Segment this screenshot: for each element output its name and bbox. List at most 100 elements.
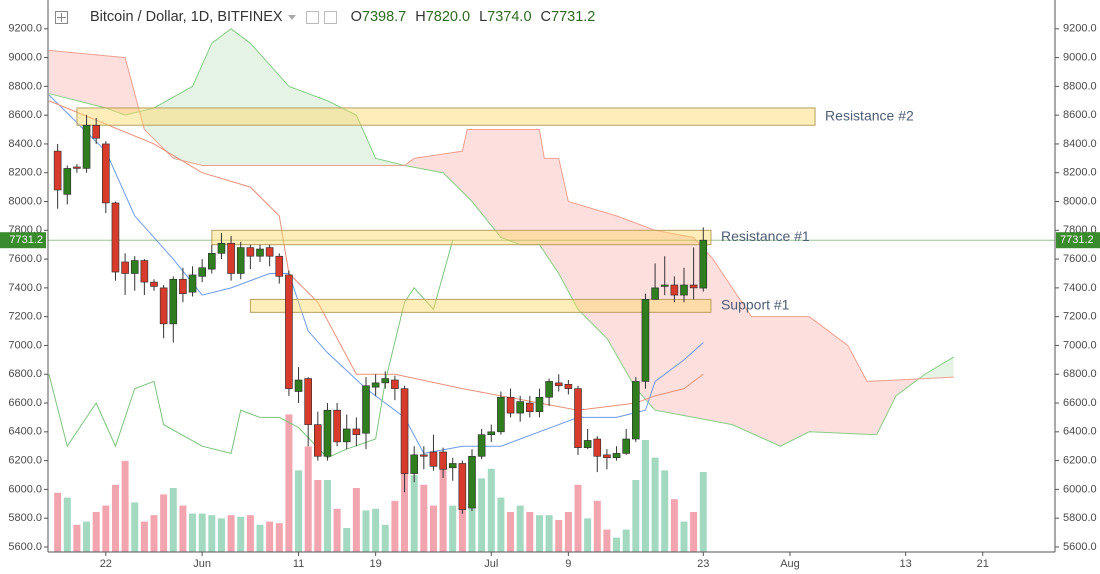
visibility-icon[interactable] bbox=[305, 10, 319, 24]
indicator-line bbox=[48, 100, 704, 411]
settings-icon[interactable] bbox=[323, 10, 337, 24]
y-tick-label: 7200.0 bbox=[1063, 311, 1097, 323]
candle-body bbox=[458, 463, 467, 510]
candle-body bbox=[256, 248, 264, 257]
candle-body bbox=[265, 247, 274, 257]
candle-body bbox=[92, 124, 100, 139]
candle-body bbox=[352, 428, 361, 435]
candle-body bbox=[574, 388, 582, 448]
volume-bar bbox=[420, 484, 428, 552]
volume-bar bbox=[150, 515, 158, 552]
ohlc-value: 7820.0 bbox=[425, 9, 471, 25]
candle-body bbox=[53, 150, 62, 191]
indicator-line bbox=[48, 94, 704, 454]
candle-body bbox=[371, 382, 380, 388]
volume-bar bbox=[564, 512, 572, 552]
candle-body bbox=[699, 239, 708, 289]
volume-bar bbox=[352, 488, 360, 552]
x-tick-label: 13 bbox=[900, 558, 912, 570]
volume-bar bbox=[516, 505, 524, 552]
y-tick-label: 8800.0 bbox=[1063, 80, 1097, 92]
volume-bar bbox=[613, 537, 621, 552]
volume-bar bbox=[526, 512, 534, 552]
last-price-label: 7731.2 bbox=[1060, 234, 1094, 246]
volume-bar bbox=[256, 524, 264, 552]
y-tick-label: 7000.0 bbox=[8, 339, 42, 351]
volume-bar bbox=[275, 523, 283, 552]
y-tick-label: 8000.0 bbox=[1063, 195, 1097, 207]
candle-body bbox=[545, 381, 553, 398]
volume-bar bbox=[160, 494, 168, 552]
x-tick-label: 22 bbox=[100, 558, 112, 570]
dropdown-arrow[interactable] bbox=[287, 14, 296, 20]
candle-body bbox=[420, 454, 428, 457]
candle-body bbox=[73, 166, 81, 169]
span-a-line bbox=[48, 28, 955, 447]
candle-body bbox=[140, 260, 149, 283]
annotation-box bbox=[249, 298, 712, 313]
candle-body bbox=[391, 379, 399, 389]
candle-body bbox=[526, 402, 534, 412]
volume-bar bbox=[449, 505, 457, 552]
candle-body bbox=[285, 274, 293, 389]
ohlc-key: L bbox=[479, 9, 488, 25]
candle-body bbox=[622, 438, 630, 454]
candle-body bbox=[564, 384, 573, 389]
volume-bar bbox=[266, 521, 274, 552]
x-tick-label: Jun bbox=[193, 558, 211, 570]
volume-bar bbox=[507, 512, 515, 552]
candle-body bbox=[689, 284, 698, 289]
volume-bar bbox=[198, 513, 206, 552]
candle-body bbox=[516, 401, 524, 414]
y-tick-label: 8600.0 bbox=[8, 109, 42, 121]
volume-bar bbox=[169, 488, 177, 552]
volume-bar bbox=[63, 497, 71, 552]
x-tick-label: Aug bbox=[780, 558, 800, 570]
candle-body bbox=[583, 440, 592, 448]
candle-body bbox=[188, 274, 197, 293]
candle-body bbox=[111, 202, 120, 273]
candle-body bbox=[410, 454, 418, 474]
y-tick-label: 8600.0 bbox=[1063, 109, 1097, 121]
x-tick-label: 21 bbox=[977, 558, 989, 570]
volume-bar bbox=[372, 508, 380, 552]
y-tick-label: 6200.0 bbox=[1063, 455, 1097, 467]
volume-bar bbox=[651, 457, 659, 552]
volume-bar bbox=[217, 518, 225, 552]
y-tick-label: 6600.0 bbox=[8, 397, 42, 409]
candle-body bbox=[246, 247, 255, 257]
annotation-box bbox=[211, 229, 712, 246]
annotation-label: Resistance #1 bbox=[721, 228, 810, 244]
collapse-icon[interactable] bbox=[55, 10, 68, 24]
candle-body bbox=[304, 378, 312, 425]
y-tick-label: 6000.0 bbox=[1063, 483, 1097, 495]
candle-body bbox=[497, 396, 505, 433]
candle-body bbox=[102, 143, 110, 204]
volume-bar bbox=[314, 480, 322, 552]
x-tick-label: Jul bbox=[484, 558, 498, 570]
candle-body bbox=[323, 409, 332, 457]
y-tick-label: 8200.0 bbox=[1063, 167, 1097, 179]
indicator-line bbox=[48, 240, 454, 459]
last-price-tag bbox=[0, 232, 46, 249]
volume-bar bbox=[131, 502, 139, 552]
ohlc-value: 7731.2 bbox=[551, 9, 596, 25]
volume-bar bbox=[555, 520, 563, 552]
volume-bar bbox=[429, 505, 437, 552]
volume-bar bbox=[121, 460, 129, 552]
volume-bar bbox=[54, 492, 62, 552]
volume-bar bbox=[140, 521, 148, 552]
candle-body bbox=[660, 284, 669, 287]
candle-body bbox=[429, 451, 438, 467]
y-tick-label: 8000.0 bbox=[8, 195, 42, 207]
candle-body bbox=[217, 242, 226, 254]
y-tick-label: 8200.0 bbox=[8, 167, 42, 179]
y-tick-label: 7400.0 bbox=[8, 282, 42, 294]
y-tick-label: 5800.0 bbox=[8, 512, 42, 524]
volume-bar bbox=[478, 478, 486, 552]
candle-body bbox=[236, 247, 245, 274]
volume-bar bbox=[603, 529, 611, 552]
volume-bar bbox=[343, 528, 351, 552]
candle-body bbox=[208, 253, 216, 270]
volume-bar bbox=[487, 468, 495, 552]
